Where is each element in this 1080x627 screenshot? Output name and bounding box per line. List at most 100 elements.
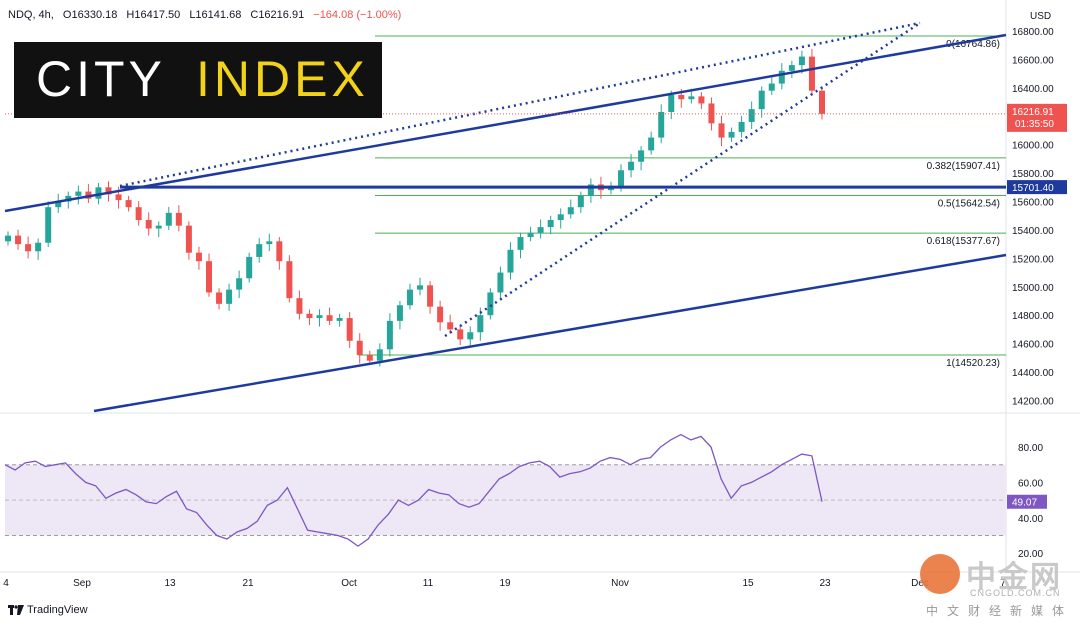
time-tick-label: 11 — [423, 578, 434, 589]
candle-body — [457, 329, 464, 340]
candle-body — [346, 318, 353, 341]
cngold-watermark: 中金网 CNGOLD.COM.CN 中文财经新媒体 — [918, 552, 1078, 622]
candle-body — [648, 137, 655, 151]
candle-body — [567, 207, 574, 215]
candle-body — [708, 103, 715, 124]
candle-body — [306, 313, 313, 319]
countdown-value: 01:35:50 — [1015, 119, 1054, 130]
candle-body — [547, 219, 554, 228]
candle-body — [15, 235, 22, 245]
candle-body — [366, 354, 373, 361]
time-tick-label: 21 — [242, 578, 254, 589]
city-index-logo: CITY INDEX — [14, 42, 382, 118]
symbol-label[interactable]: NDQ, 4h, — [8, 9, 54, 21]
candle-body — [688, 96, 695, 100]
candle-body — [477, 315, 484, 333]
candle-body — [798, 56, 805, 66]
candle-body — [577, 195, 584, 208]
candle-body — [386, 320, 393, 350]
high-value: H16417.50 — [126, 9, 181, 21]
candle-body — [115, 194, 122, 201]
candle-body — [587, 184, 594, 196]
candle-body — [537, 227, 544, 233]
price-tick-label: 16600.00 — [1012, 55, 1054, 66]
price-tick-label: 16000.00 — [1012, 141, 1054, 152]
wedge-upper-trendline — [4, 33, 1007, 213]
last-price-tag — [1007, 103, 1067, 132]
candle-body — [618, 170, 625, 186]
rsi-tick-label: 60.00 — [1018, 478, 1043, 489]
open-value: O16330.18 — [62, 9, 118, 21]
candle-body — [256, 244, 263, 257]
candle-body — [125, 200, 132, 208]
price-tick-label: 15200.00 — [1012, 254, 1054, 265]
candle-body — [356, 340, 363, 355]
tradingview-brand[interactable]: TradingView — [8, 604, 88, 616]
candle-body — [95, 187, 102, 199]
rsi-tick-label: 20.00 — [1018, 549, 1043, 560]
change-value: −164.08 (−1.00%) — [313, 9, 402, 21]
candle-body — [517, 237, 524, 250]
watermark-url: CNGOLD.COM.CN — [970, 588, 1061, 598]
watermark-subtitle: 中文财经新媒体 — [926, 604, 1074, 618]
candle-body — [35, 242, 42, 252]
fib-level-label: 0.618(15377.67) — [927, 236, 1000, 247]
candle-body — [718, 123, 725, 138]
candle-body — [185, 225, 192, 253]
candle-body — [25, 244, 32, 252]
logo-word-index: INDEX — [196, 51, 369, 107]
candle-body — [45, 207, 52, 243]
candle-body — [738, 121, 745, 132]
price-tick-label: 14200.00 — [1012, 396, 1054, 407]
candle-body — [527, 232, 534, 238]
candle-body — [778, 70, 785, 84]
candle-body — [55, 201, 62, 208]
tradingview-icon — [8, 605, 24, 615]
price-tick-label: 15600.00 — [1012, 198, 1054, 209]
fib-level-label: 0.382(15907.41) — [927, 161, 1000, 172]
candle-body — [296, 298, 303, 314]
candle-body — [628, 161, 635, 171]
candle-body — [808, 56, 815, 91]
candle-body — [406, 289, 413, 306]
candle-body — [236, 278, 243, 290]
close-value: C16216.91 — [250, 9, 305, 21]
candle-body — [748, 109, 755, 122]
price-tick-label: 14400.00 — [1012, 368, 1054, 379]
candle-body — [105, 187, 112, 195]
fib-level-label: 1(14520.23) — [946, 358, 1000, 369]
candle-body — [758, 90, 765, 110]
price-tick-label: 14800.00 — [1012, 311, 1054, 322]
candle-body — [678, 94, 685, 100]
dotted-upper-trendline — [119, 21, 921, 188]
support-level-tag — [1007, 180, 1067, 195]
candle-body — [276, 241, 283, 262]
candle-body — [216, 292, 223, 304]
candle-body — [396, 305, 403, 321]
candle-body — [226, 289, 233, 304]
candle-body — [135, 207, 142, 220]
candle-body — [487, 292, 494, 316]
wedge-lower-trendline — [93, 253, 1007, 413]
candle-body — [497, 272, 504, 293]
candle-body — [728, 131, 735, 138]
watermark-title: 中金网 — [966, 560, 1062, 595]
candle-body — [819, 90, 825, 114]
candle-body — [788, 65, 795, 71]
candle-body — [266, 241, 273, 245]
currency-label: USD — [1030, 11, 1051, 22]
tradingview-label: TradingView — [27, 604, 88, 616]
price-tick-label: 15000.00 — [1012, 283, 1054, 294]
time-tick-label: 15 — [742, 578, 754, 589]
rsi-line — [4, 433, 823, 547]
time-tick-label: 7 — [1000, 578, 1006, 589]
candle-body — [557, 214, 564, 220]
ohlc-header: NDQ, 4h, O16330.18 H16417.50 L16141.68 C… — [8, 9, 407, 21]
price-tick-label: 15400.00 — [1012, 226, 1054, 237]
time-tick-label: Dec — [911, 578, 929, 589]
rsi-tick-label: 40.00 — [1018, 514, 1043, 525]
candle-body — [427, 285, 434, 307]
candle-body — [638, 150, 645, 162]
candle-body — [768, 83, 775, 91]
